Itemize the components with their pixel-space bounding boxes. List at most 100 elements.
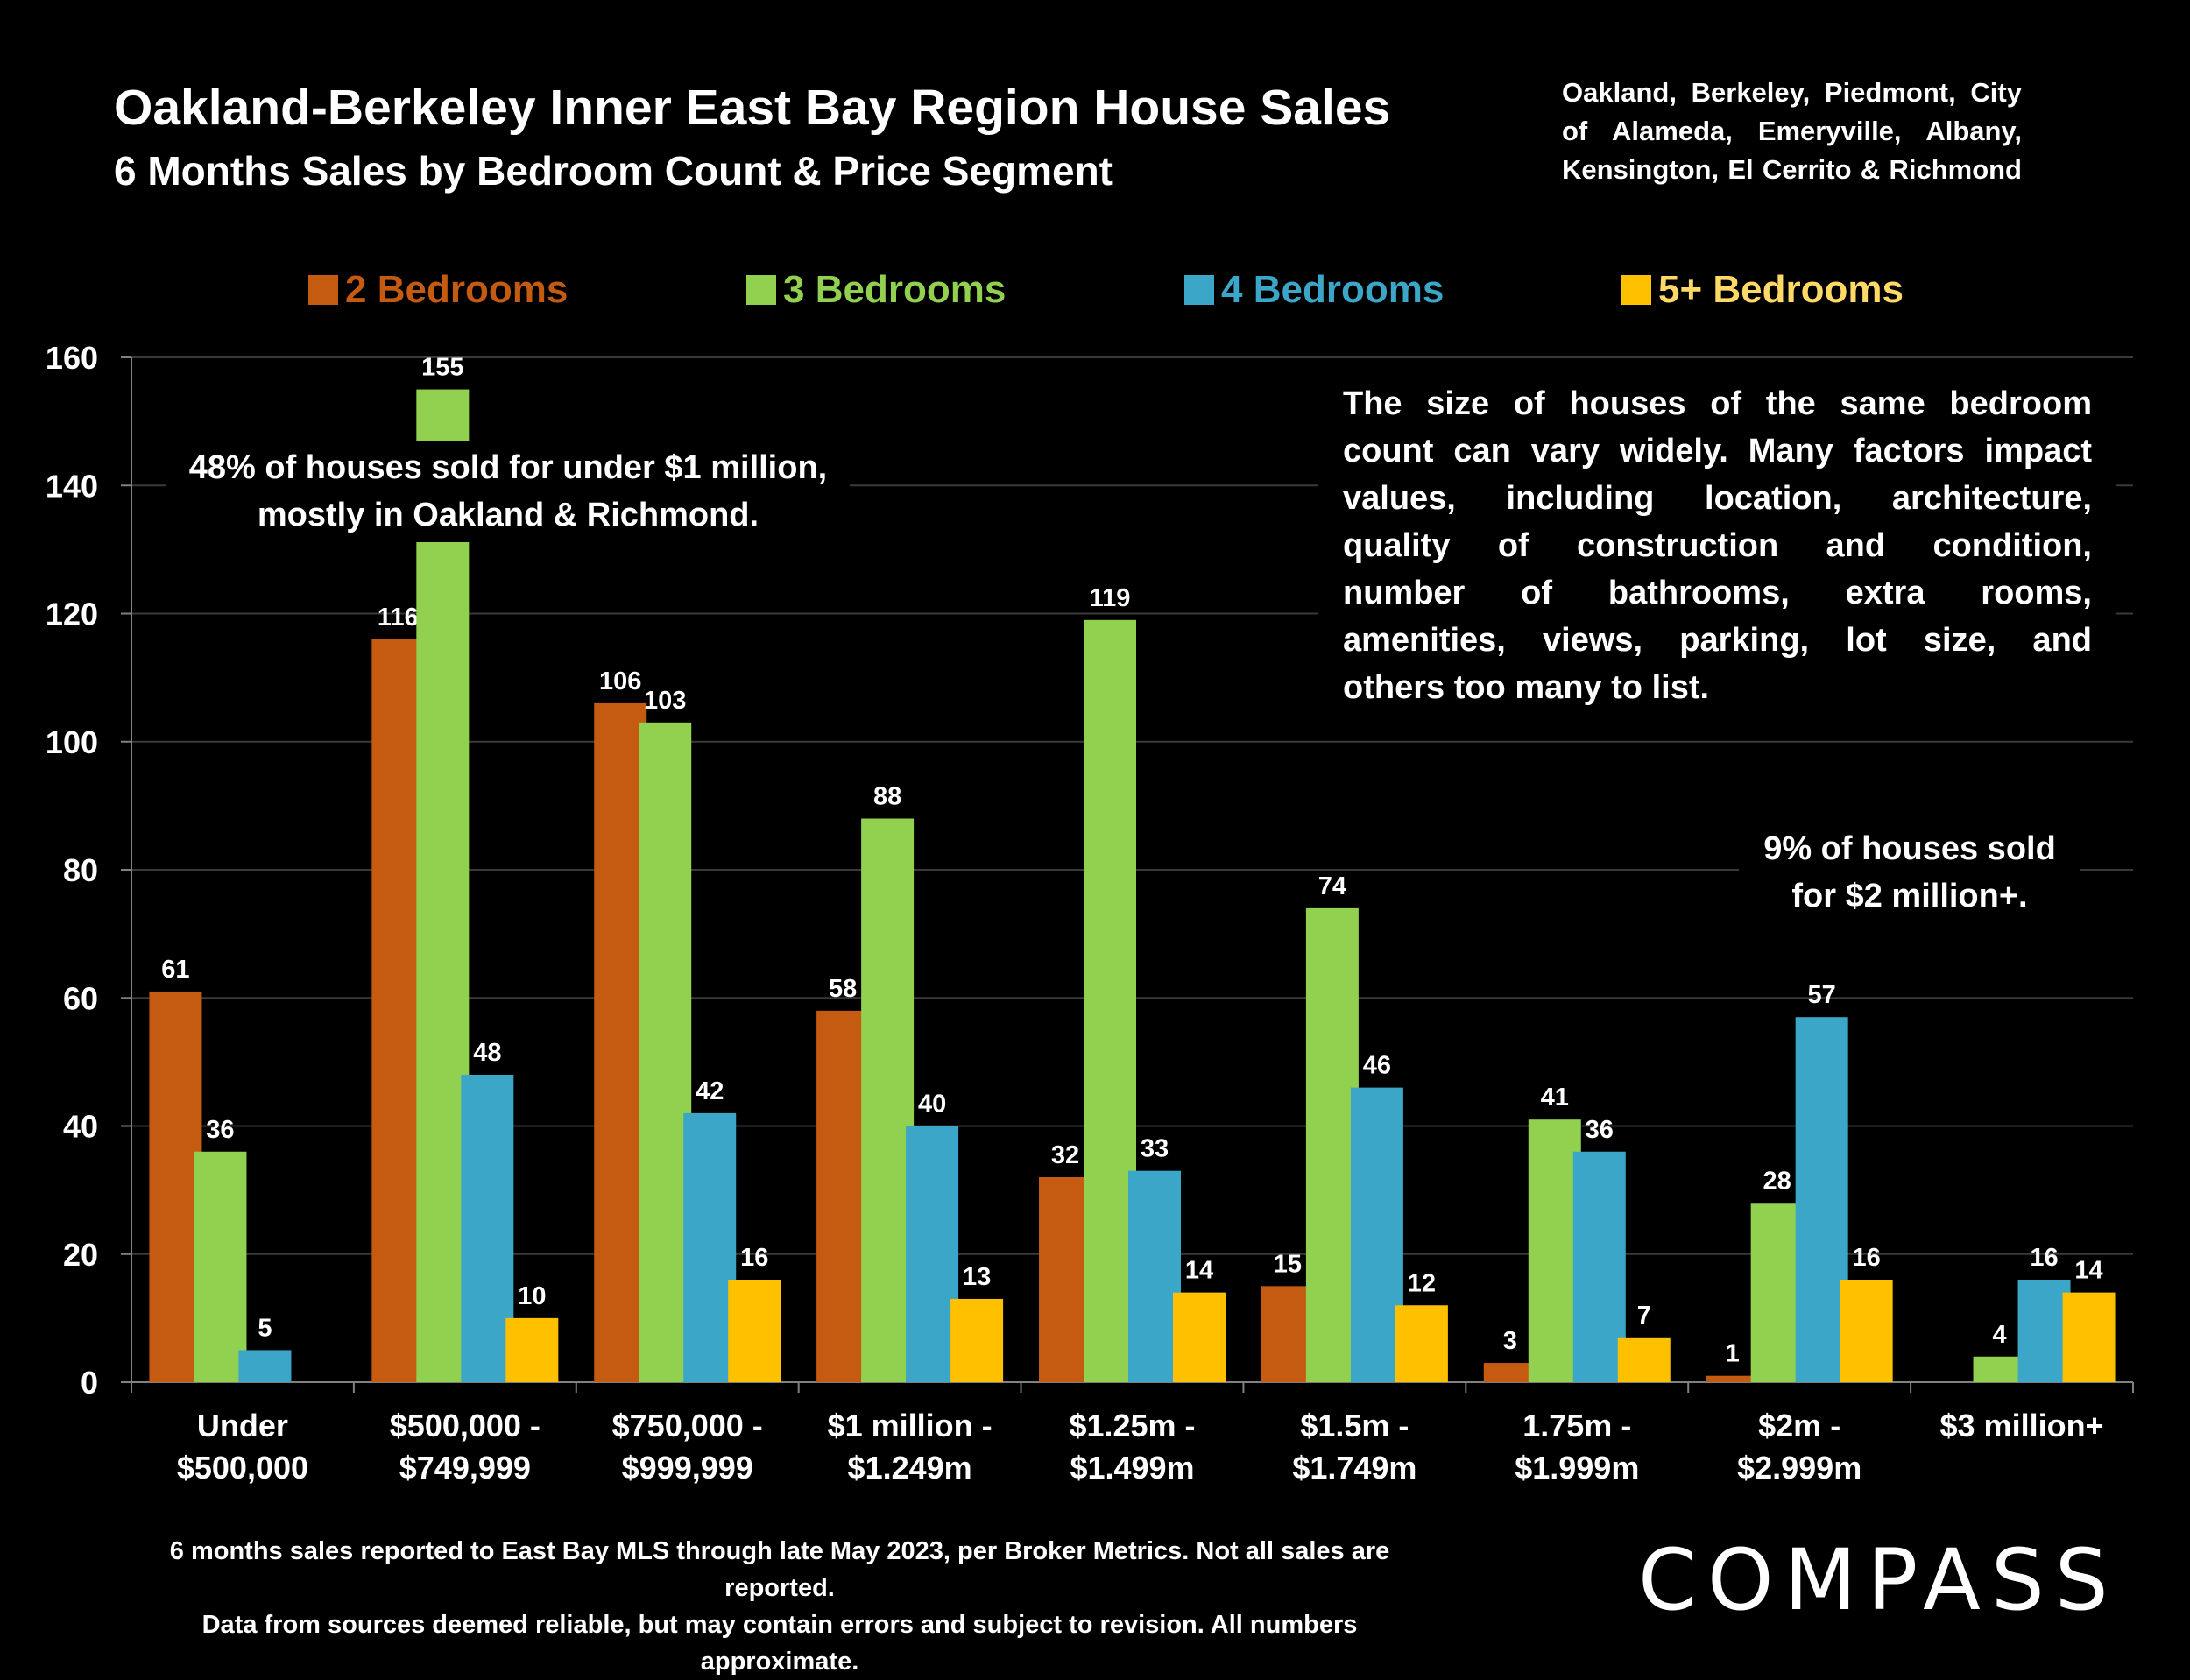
- bar-5-bedrooms: [1617, 1337, 1671, 1382]
- data-label: 15: [1274, 1250, 1302, 1278]
- data-label: 36: [206, 1116, 234, 1144]
- y-tick-label: 40: [63, 1109, 98, 1145]
- region-list: Oakland, Berkeley, Piedmont, City of Ala…: [1562, 74, 2022, 189]
- x-tick-label: $1.999m: [1515, 1450, 1639, 1486]
- bar-2-bedrooms: [1039, 1177, 1091, 1382]
- footnote-line: 6 months sales reported to East Bay MLS …: [169, 1537, 1390, 1602]
- data-label: 41: [1541, 1084, 1569, 1112]
- compass-logo: COMPASS: [1638, 1531, 2119, 1629]
- data-label: 106: [599, 667, 641, 695]
- data-label: 10: [518, 1282, 546, 1310]
- data-label: 48: [473, 1039, 501, 1067]
- legend-label-3-bedrooms: 3 Bedrooms: [783, 268, 1007, 311]
- chart-subtitle: 6 Months Sales by Bedroom Count & Price …: [114, 148, 1113, 194]
- bar-4-bedrooms: [1350, 1087, 1403, 1382]
- data-label: 40: [918, 1091, 946, 1119]
- x-tick-label: $3 million+: [1940, 1408, 2104, 1444]
- y-tick-label: 0: [81, 1365, 98, 1401]
- bar-4-bedrooms: [2017, 1280, 2071, 1382]
- y-tick-label: 60: [63, 980, 98, 1016]
- data-label: 57: [1808, 981, 1836, 1009]
- data-label: 74: [1318, 872, 1346, 900]
- note-line: The size of houses of the same bedroom: [1343, 385, 2092, 422]
- data-label: 61: [161, 956, 189, 984]
- data-label: 3: [1503, 1327, 1517, 1355]
- bar-2-bedrooms: [149, 991, 202, 1382]
- data-label: 16: [740, 1244, 768, 1272]
- data-label: 88: [873, 783, 901, 811]
- bar-5-bedrooms: [728, 1280, 781, 1382]
- x-tick-label: $1.5m -: [1300, 1408, 1409, 1444]
- note-line: quality of construction and condition,: [1343, 527, 2092, 564]
- bar-4-bedrooms: [1572, 1151, 1626, 1382]
- legend-swatch-3-bedrooms: [746, 275, 776, 305]
- data-label: 16: [2030, 1244, 2058, 1272]
- data-label: 14: [1185, 1257, 1213, 1285]
- data-label: 42: [696, 1077, 724, 1105]
- legend-swatch-2-bedrooms: [308, 275, 338, 305]
- note-house-size: The size of houses of the same bedroom c…: [1318, 377, 2116, 715]
- region-line: of Alameda, Emeryville, Albany,: [1562, 116, 2022, 146]
- data-label: 28: [1763, 1167, 1791, 1195]
- bar-2-bedrooms: [1706, 1375, 1759, 1382]
- note-line: amenities, views, parking, lot size, and: [1343, 622, 2092, 659]
- data-label: 103: [644, 687, 686, 715]
- bar-4-bedrooms: [683, 1112, 737, 1382]
- x-tick-label: $2m -: [1758, 1408, 1840, 1444]
- bar-chart: 020406080100120140160Under$500,000$500,0…: [46, 340, 2134, 1486]
- bar-4-bedrooms: [1795, 1017, 1848, 1382]
- y-tick-label: 120: [46, 596, 98, 632]
- legend-label-2-bedrooms: 2 Bedrooms: [345, 268, 569, 311]
- data-label: 12: [1408, 1269, 1436, 1297]
- x-tick-label: $1 million -: [828, 1408, 993, 1444]
- data-label: 46: [1363, 1052, 1391, 1080]
- legend-3-bedrooms: 3 Bedrooms: [746, 265, 1006, 315]
- footnote-line: Data from sources deemed reliable, but m…: [201, 1611, 1358, 1676]
- note-line: count can vary widely. Many factors impa…: [1343, 433, 2092, 469]
- bar-3-bedrooms: [1084, 619, 1136, 1382]
- data-label: 119: [1090, 584, 1131, 612]
- bar-3-bedrooms: [861, 818, 915, 1382]
- bar-5-bedrooms: [1173, 1292, 1226, 1382]
- data-label: 33: [1141, 1135, 1169, 1163]
- x-tick-label: 1.75m -: [1522, 1408, 1631, 1444]
- note-under-1-million: 48% of houses sold for under $1 million,…: [166, 441, 850, 542]
- bar-4-bedrooms: [1128, 1170, 1181, 1382]
- x-tick-label: $1.749m: [1292, 1450, 1416, 1486]
- legend-5-bedrooms: 5+ Bedrooms: [1621, 265, 1904, 315]
- x-tick-label: $999,999: [622, 1450, 753, 1486]
- x-tick-label: $749,999: [399, 1450, 531, 1486]
- data-label: 4: [1992, 1321, 2006, 1349]
- x-tick-label: $500,000: [177, 1450, 308, 1486]
- footnote: 6 months sales reported to East Bay MLS …: [131, 1533, 1428, 1680]
- bar-4-bedrooms: [906, 1126, 959, 1382]
- legend-4-bedrooms: 4 Bedrooms: [1184, 265, 1444, 315]
- bar-5-bedrooms: [1840, 1280, 1893, 1382]
- bar-2-bedrooms: [1483, 1363, 1537, 1382]
- y-tick-label: 140: [46, 468, 98, 504]
- x-tick-label: $1.249m: [848, 1450, 972, 1486]
- legend-swatch-5-bedrooms: [1621, 275, 1651, 305]
- note-2-million-plus: 9% of houses sold for $2 million+.: [1739, 823, 2080, 921]
- data-label: 5: [258, 1314, 272, 1342]
- bar-2-bedrooms: [371, 639, 425, 1382]
- note-line: number of bathrooms, extra rooms,: [1343, 575, 2092, 611]
- data-label: 14: [2074, 1257, 2102, 1285]
- bar-2-bedrooms: [594, 702, 647, 1382]
- y-tick-label: 160: [46, 340, 98, 376]
- data-label: 7: [1637, 1302, 1651, 1330]
- note-line: values, including location, architecture…: [1343, 480, 2092, 517]
- data-label: 36: [1586, 1116, 1614, 1144]
- legend-label-5-bedrooms: 5+ Bedrooms: [1658, 268, 1904, 311]
- data-label: 58: [829, 975, 857, 1003]
- bar-3-bedrooms: [416, 389, 470, 1382]
- x-tick-label: $1.25m -: [1069, 1408, 1195, 1444]
- data-label: 16: [1853, 1244, 1881, 1272]
- data-label: 13: [963, 1263, 991, 1291]
- y-tick-label: 20: [63, 1237, 98, 1273]
- data-label: 155: [421, 354, 463, 382]
- bar-4-bedrooms: [238, 1350, 292, 1382]
- x-tick-label: $1.499m: [1070, 1450, 1194, 1486]
- data-label: 116: [378, 604, 419, 632]
- legend-2-bedrooms: 2 Bedrooms: [308, 265, 568, 315]
